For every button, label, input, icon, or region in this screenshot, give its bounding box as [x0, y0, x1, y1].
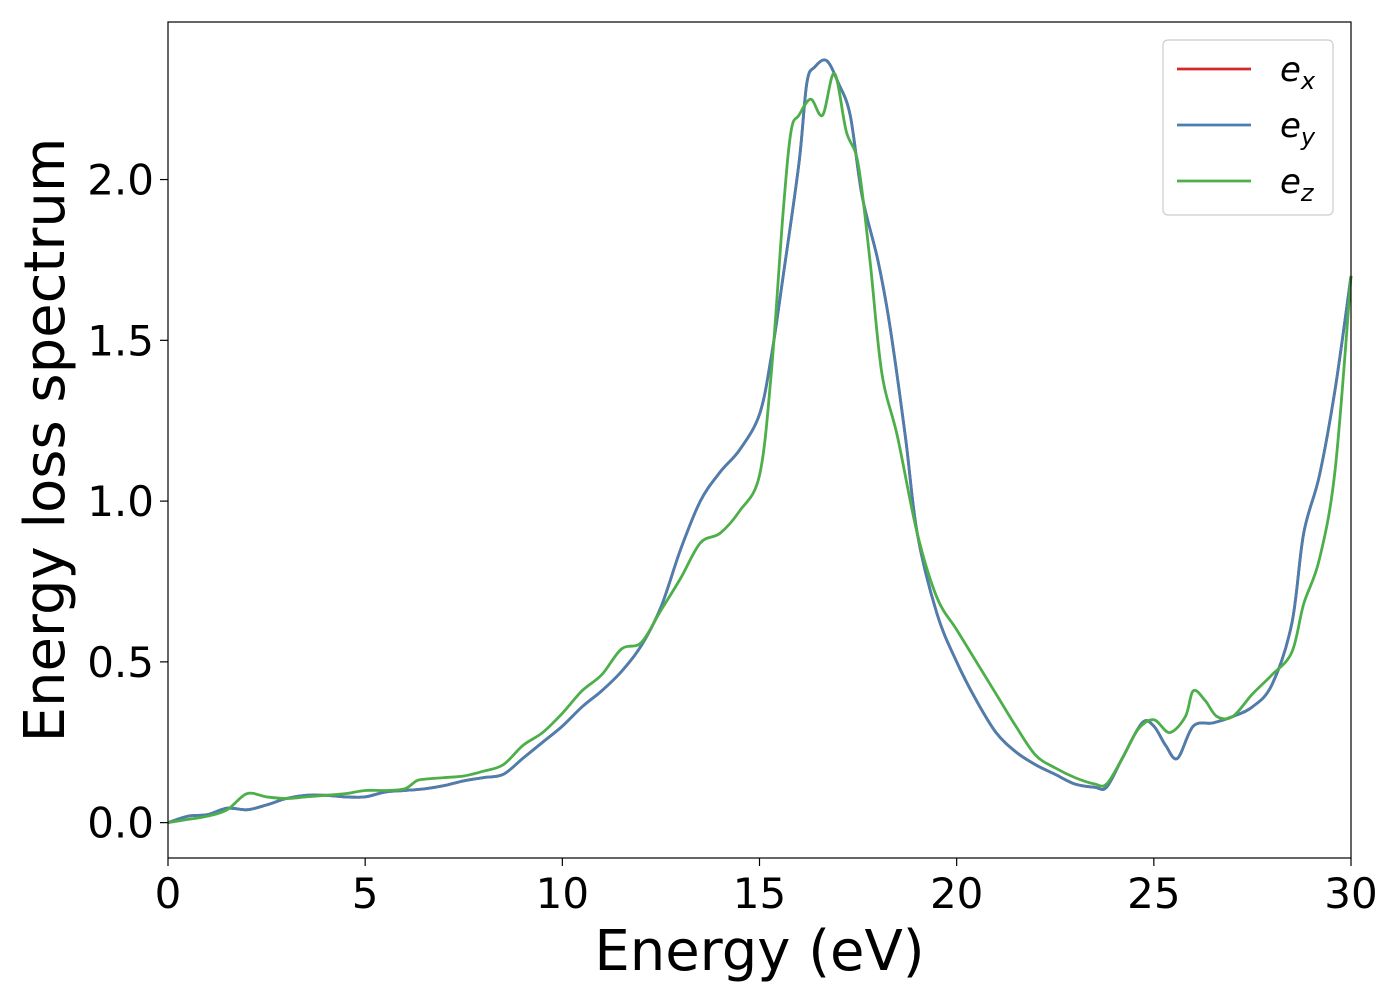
y-tick-label: 1.0 [87, 477, 154, 526]
series-layer [167, 58, 1353, 825]
x-tick-label: 15 [733, 869, 786, 918]
legend-item-y: ey [1177, 106, 1316, 151]
y-tick-label: 1.5 [87, 316, 154, 365]
y-axis-ticks: 0.0 0.5 1.0 1.5 2.0 [87, 156, 168, 848]
series-line-z [167, 72, 1353, 825]
legend: ex ey ez [1162, 39, 1334, 216]
y-axis-label: Energy loss spectrum [13, 138, 78, 743]
legend-label: ey [1280, 106, 1316, 151]
legend-label: ex [1280, 50, 1316, 95]
x-axis-ticks: 0 5 10 15 20 25 30 [155, 858, 1378, 918]
x-axis-label: Energy (eV) [594, 919, 924, 984]
y-tick-label: 0.5 [87, 638, 154, 687]
y-tick-label: 0.0 [87, 799, 154, 848]
legend-item-z: ez [1177, 162, 1315, 207]
legend-item-x: ex [1177, 50, 1316, 95]
legend-items: ex ey ez [1177, 50, 1316, 207]
legend-box [1162, 39, 1334, 216]
x-tick-label: 5 [352, 869, 379, 918]
x-tick-label: 10 [536, 869, 589, 918]
x-tick-label: 30 [1324, 869, 1377, 918]
y-tick-label: 2.0 [87, 156, 154, 205]
x-tick-label: 25 [1127, 869, 1180, 918]
legend-label: ez [1280, 162, 1315, 207]
x-tick-label: 0 [155, 869, 182, 918]
plot-frame [167, 21, 1352, 859]
x-tick-label: 20 [930, 869, 983, 918]
